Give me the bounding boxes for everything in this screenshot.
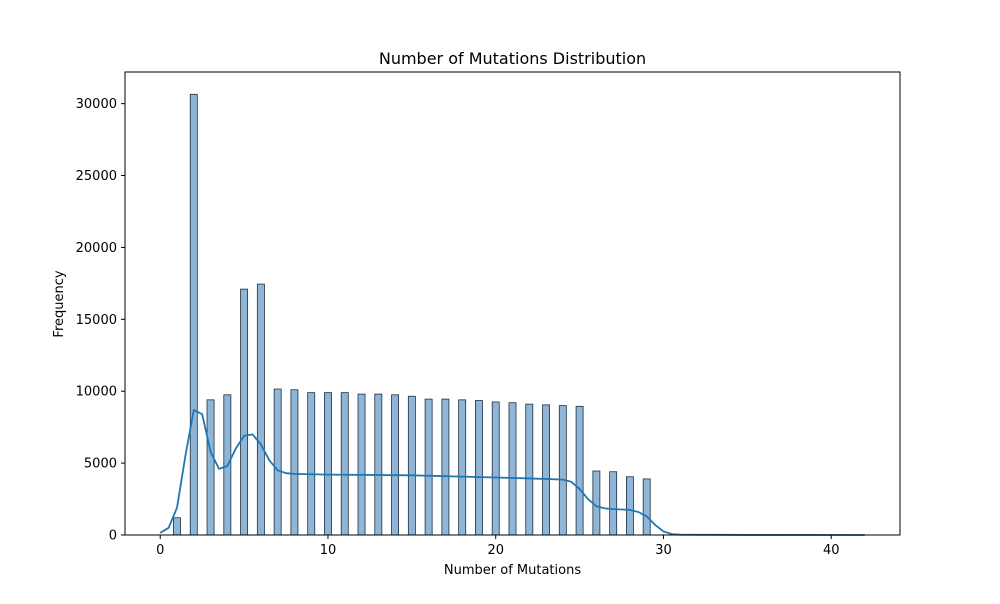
x-tick-label: 30: [655, 543, 672, 558]
histogram-bar: [290, 389, 299, 536]
histogram-bar: [558, 405, 567, 536]
y-tick-label: 15000: [76, 313, 117, 328]
histogram-bar: [273, 388, 282, 536]
y-axis-ticks: 0 5000 10000 15000 20000 25000 30000: [76, 97, 125, 544]
histogram-bar: [374, 393, 383, 536]
x-axis-ticks: 0 10 20 30 40: [156, 535, 839, 558]
histogram-bar: [542, 404, 550, 536]
histogram-bar: [256, 283, 265, 536]
histogram-bar: [424, 398, 433, 536]
histogram-bar: [575, 405, 584, 536]
histogram-bar: [240, 288, 249, 536]
histogram-bar: [357, 393, 366, 536]
histogram-bar: [441, 398, 450, 536]
kde-curve: [159, 408, 865, 536]
x-tick-label: 40: [823, 543, 840, 558]
histogram-bar: [307, 392, 316, 536]
histogram-bar: [525, 403, 534, 536]
y-tick-label: 30000: [76, 97, 117, 112]
x-tick-label: 10: [320, 543, 337, 558]
chart-title: Number of Mutations Distribution: [379, 49, 646, 68]
y-tick-label: 10000: [76, 385, 117, 400]
histogram-bar: [340, 392, 349, 536]
x-tick-label: 20: [487, 543, 504, 558]
y-tick-label: 25000: [76, 169, 117, 184]
histogram-bar: [324, 392, 332, 536]
histogram-bar: [173, 517, 181, 536]
x-axis-label: Number of Mutations: [444, 563, 581, 578]
histogram-bar: [508, 402, 517, 536]
histogram-bar: [391, 394, 399, 536]
y-axis-label: Frequency: [52, 270, 67, 337]
y-tick-label: 0: [109, 529, 117, 544]
histogram-bar: [407, 395, 416, 536]
histogram-bar: [642, 478, 651, 536]
histogram-bar: [609, 471, 618, 536]
axes-frame: [124, 71, 901, 536]
histogram-bar: [491, 401, 500, 536]
y-tick-label: 20000: [76, 241, 117, 256]
histogram-bar: [189, 93, 198, 536]
x-tick-label: 0: [156, 543, 164, 558]
histogram-bar: [206, 399, 215, 536]
histogram-bar: [626, 476, 634, 536]
histogram-bar: [475, 400, 483, 536]
plot-area: [124, 71, 901, 536]
y-tick-label: 5000: [84, 457, 117, 472]
histogram-bar: [458, 399, 467, 536]
